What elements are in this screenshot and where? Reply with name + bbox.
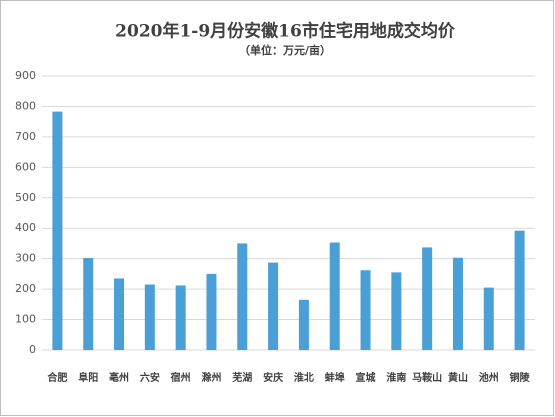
x-tick-label: 淮南	[386, 371, 406, 384]
bar	[329, 242, 340, 350]
x-tick-label: 合肥	[46, 371, 67, 384]
x-tick-label: 亳州	[109, 371, 129, 384]
y-tick-label: 800	[15, 99, 36, 112]
x-tick-label: 蚌埠	[325, 371, 345, 384]
x-tick-label: 淮北	[294, 371, 314, 384]
bar	[237, 243, 248, 350]
bar	[144, 284, 155, 350]
x-tick-label: 六安	[140, 371, 160, 384]
bar	[391, 272, 402, 350]
x-tick-label: 安庆	[263, 371, 283, 384]
x-tick-label: 黄山	[448, 371, 468, 384]
x-tick-label: 阜阳	[78, 371, 98, 384]
bar	[452, 257, 463, 350]
bar	[422, 247, 433, 350]
bar	[175, 285, 186, 350]
y-tick-label: 0	[29, 343, 36, 356]
x-tick-label: 滁州	[201, 371, 221, 384]
y-tick-label: 200	[15, 282, 36, 295]
bar	[83, 258, 94, 350]
x-tick-label: 马鞍山	[412, 371, 442, 384]
bar	[483, 287, 494, 350]
y-tick-label: 700	[15, 130, 36, 143]
chart-title: 2020年1-9月份安徽16市住宅用地成交均价	[115, 21, 456, 42]
bar	[298, 299, 309, 350]
y-tick-label: 500	[15, 191, 36, 204]
x-tick-label: 宣城	[356, 371, 376, 384]
x-tick-label: 芜湖	[232, 371, 252, 384]
bar	[268, 262, 279, 350]
bar	[52, 111, 63, 351]
chart-subtitle: （单位：万元/亩）	[239, 43, 331, 57]
x-tick-label: 池州	[479, 371, 499, 384]
x-tick-label: 宿州	[171, 371, 191, 384]
bar	[514, 230, 525, 350]
y-tick-label: 900	[15, 69, 36, 82]
y-tick-label: 600	[15, 160, 36, 173]
y-tick-label: 100	[15, 313, 36, 326]
y-tick-label: 300	[15, 252, 36, 265]
y-tick-label: 400	[15, 221, 36, 234]
bar	[206, 273, 217, 350]
bar	[360, 270, 371, 350]
x-tick-label: 铜陵	[510, 371, 531, 384]
bar	[114, 278, 125, 350]
